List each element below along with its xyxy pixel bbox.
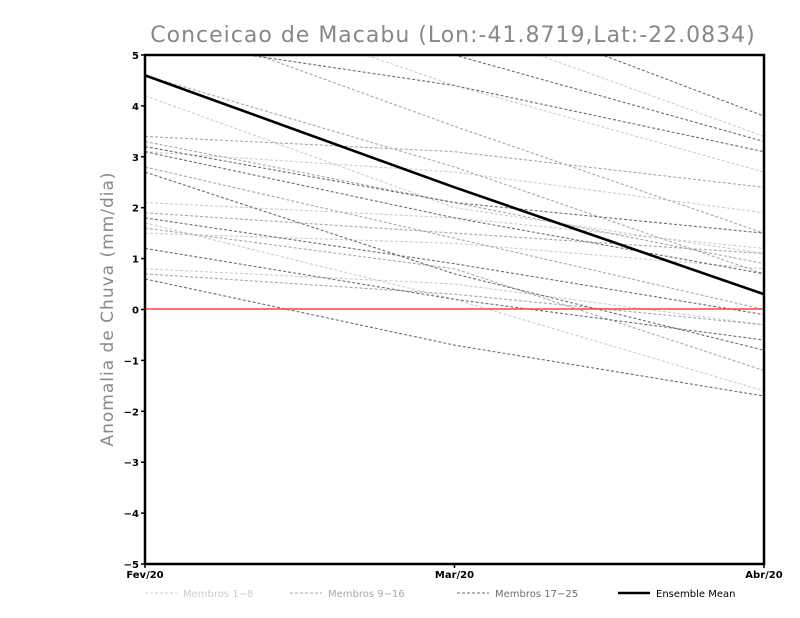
y-tick-label: 0: [132, 306, 139, 317]
legend: Membros 1−8 Membros 9−16 Membros 17−25 Ense…: [145, 589, 735, 600]
member-line-m21: [145, 217, 764, 316]
chart-title: Conceicao de Macabu (Lon:-41.8719,Lat:-2…: [150, 23, 755, 48]
ensemble-members: [145, 55, 764, 397]
y-tick-label: −3: [124, 458, 139, 469]
member-line-m22: [145, 278, 764, 397]
member-line-m10: [145, 135, 764, 188]
y-tick-label: −1: [124, 356, 139, 367]
member-line-m13: [145, 212, 764, 255]
y-tick-label: 2: [132, 204, 139, 215]
member-line-m14: [145, 273, 764, 326]
member-line-m9: [255, 55, 764, 234]
member-line-m23: [145, 151, 764, 275]
member-line-m11: [145, 227, 764, 372]
y-tick-label: −5: [124, 560, 139, 571]
y-axis-ticks: 5 4 3 2 1 0 −1 −2 −3 −4 −5: [124, 51, 145, 571]
member-line-m3: [145, 151, 764, 214]
member-line-m4: [145, 222, 764, 392]
member-line-m15: [145, 74, 764, 275]
y-tick-label: −2: [124, 407, 139, 418]
member-line-m17: [600, 55, 764, 117]
member-line-m16: [145, 140, 764, 265]
y-tick-label: 1: [132, 255, 139, 266]
x-tick-label: Abr/20: [745, 570, 782, 581]
legend-label: Membros 9−16: [328, 589, 405, 600]
x-tick-label: Mar/20: [435, 570, 474, 581]
member-line-m7: [145, 268, 764, 326]
ensemble-mean-line: [145, 74, 764, 296]
legend-label: Membros 17−25: [495, 589, 578, 600]
member-line-m19: [145, 146, 764, 234]
member-line-m1: [145, 95, 764, 255]
legend-label: Ensemble Mean: [656, 589, 735, 600]
x-tick-label: Fev/20: [126, 570, 163, 581]
x-axis-ticks: Fev/20 Mar/20 Abr/20: [126, 564, 783, 581]
legend-label: Membros 1−8: [183, 589, 253, 600]
member-line-m25: [451, 55, 764, 143]
member-line-m18: [244, 55, 764, 153]
member-line-m24: [145, 247, 764, 341]
y-tick-label: 4: [132, 102, 139, 113]
y-tick-label: −4: [124, 509, 139, 520]
member-line-m20: [145, 171, 764, 351]
member-line-m6: [145, 232, 764, 270]
member-line-m12: [145, 166, 764, 311]
y-tick-label: 3: [132, 153, 139, 164]
y-tick-label: 5: [132, 51, 139, 62]
y-axis-label: Anomalia de Chuva (mm/dia): [98, 171, 118, 446]
